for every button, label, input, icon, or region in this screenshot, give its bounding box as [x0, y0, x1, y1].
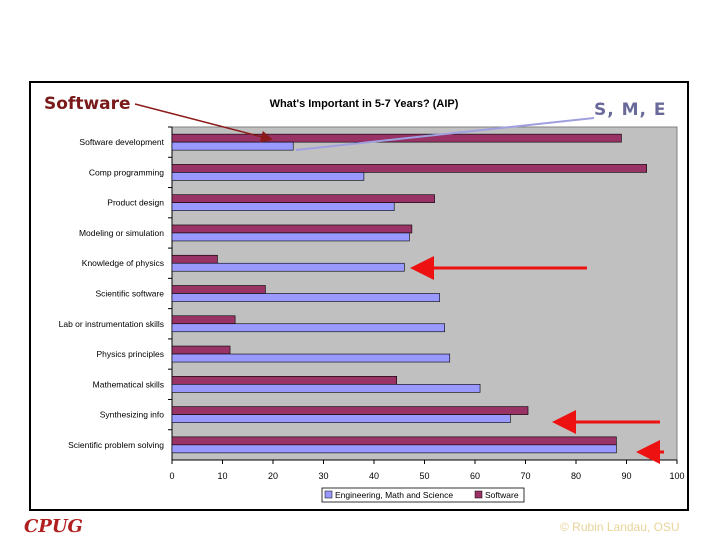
sme-label: S, M, E [594, 100, 667, 120]
category-label: Software development [79, 137, 164, 147]
legend-box [321, 487, 525, 503]
bar-engineering [171, 444, 617, 454]
bar-software [171, 285, 266, 294]
bar-engineering [171, 323, 446, 333]
x-tick-label: 80 [571, 471, 581, 481]
category-label: Product design [107, 198, 164, 208]
x-tick-label: 40 [369, 471, 379, 481]
bar-software [171, 376, 398, 385]
bar-software [171, 315, 236, 325]
x-tick-label: 100 [669, 471, 684, 481]
cpug-logo: CPUG [24, 516, 83, 537]
bar-software [171, 345, 231, 355]
bar-engineering [171, 384, 481, 393]
bar-software [171, 133, 622, 143]
category-label: Knowledge of physics [82, 258, 164, 268]
category-label: Comp programming [89, 167, 164, 177]
bar-software [171, 436, 617, 446]
category-label: Physics principles [96, 349, 164, 359]
category-label: Lab or instrumentation skills [59, 319, 164, 329]
x-tick-label: 10 [217, 471, 227, 481]
bar-software [171, 406, 529, 415]
x-tick-label: 70 [520, 471, 530, 481]
x-tick-label: 90 [621, 471, 631, 481]
legend-label-software: Software [485, 490, 519, 500]
x-tick-label: 60 [470, 471, 480, 481]
bar-engineering [171, 414, 511, 423]
category-label: Scientific software [96, 289, 165, 299]
bar-software [171, 194, 435, 203]
software-label: Software [44, 94, 131, 114]
bar-engineering [171, 232, 410, 242]
category-label: Synthesizing info [100, 410, 165, 420]
bar-engineering [171, 202, 395, 211]
category-label: Scientific problem solving [68, 440, 164, 450]
chart-title: What's Important in 5-7 Years? (AIP) [270, 98, 459, 110]
copyright-text: © Rubin Landau, OSU [560, 520, 680, 534]
bar-engineering [171, 262, 405, 272]
bar-software [171, 224, 413, 234]
bar-engineering [171, 141, 294, 151]
bar-engineering [171, 353, 451, 363]
x-tick-label: 0 [169, 471, 174, 481]
x-tick-label: 50 [419, 471, 429, 481]
bar-software [171, 164, 648, 173]
bar-engineering [171, 172, 365, 181]
legend-swatch-engineering [324, 490, 333, 499]
sme-pointer-line [295, 117, 595, 151]
bar-software [171, 254, 218, 264]
legend-label-engineering: Engineering, Math and Science [335, 490, 453, 500]
legend-swatch-software [474, 490, 483, 499]
category-label: Modeling or simulation [79, 228, 164, 238]
x-tick-label: 30 [318, 471, 328, 481]
x-tick-label: 20 [268, 471, 278, 481]
category-label: Mathematical skills [93, 379, 164, 389]
software-pointer-line [134, 103, 273, 143]
bar-engineering [171, 293, 440, 302]
